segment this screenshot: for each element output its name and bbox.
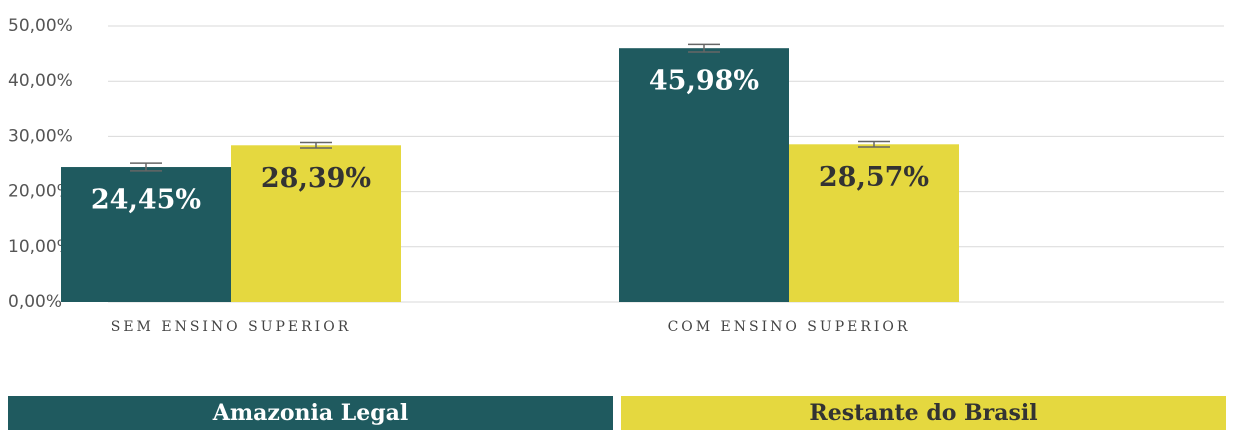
- legend-label: Restante do Brasil: [809, 400, 1037, 426]
- y-tick-label: 0,00%: [8, 292, 62, 312]
- bar: [619, 48, 789, 302]
- legend-label: Amazonia Legal: [212, 400, 409, 426]
- bar: [789, 144, 959, 302]
- legend-swatch: [8, 396, 613, 430]
- data-label: 45,98%: [649, 66, 759, 97]
- data-label: 24,45%: [91, 185, 201, 216]
- legend-swatch: [621, 396, 1226, 430]
- error-bar: [858, 140, 890, 148]
- x-tick-label: COM ENSINO SUPERIOR: [668, 319, 911, 335]
- data-label: 28,39%: [261, 163, 371, 194]
- bar: [231, 145, 401, 302]
- bar: [61, 167, 231, 302]
- y-tick-label: 50,00%: [8, 16, 73, 36]
- y-tick-label: 30,00%: [8, 126, 73, 146]
- y-tick-label: 40,00%: [8, 71, 73, 91]
- error-bar: [130, 162, 162, 172]
- data-label: 28,57%: [819, 162, 929, 193]
- error-bar: [300, 141, 332, 149]
- y-tick-label: 20,00%: [8, 182, 73, 202]
- x-tick-label: SEM ENSINO SUPERIOR: [111, 319, 351, 335]
- y-tick-label: 10,00%: [8, 237, 73, 257]
- error-bar: [688, 43, 720, 53]
